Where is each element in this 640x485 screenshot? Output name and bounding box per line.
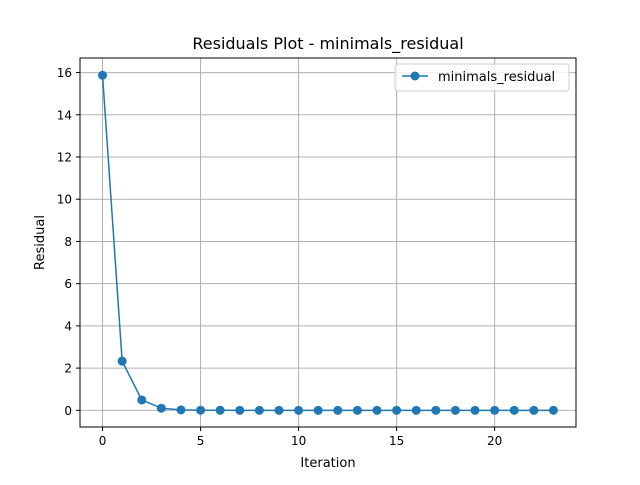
y-tick-label: 16: [57, 66, 72, 80]
data-point: [529, 405, 539, 415]
grid: [80, 58, 576, 427]
y-tick-label: 6: [64, 277, 72, 291]
data-point: [235, 405, 245, 415]
x-tick-label: 15: [389, 434, 404, 448]
x-tick-label: 10: [291, 434, 306, 448]
legend-marker-swatch: [410, 71, 420, 81]
plot-frame: [79, 57, 577, 428]
data-point: [411, 405, 421, 415]
ticks: 0 5 10 15 20 0 2 4 6 8 10 12 14 16: [57, 66, 503, 448]
x-tick-label: 5: [197, 434, 205, 448]
data-point: [509, 405, 519, 415]
y-tick-label: 0: [64, 404, 72, 418]
data-point: [490, 405, 500, 415]
y-tick-label: 12: [57, 151, 72, 165]
data-point: [313, 405, 323, 415]
data-point: [548, 405, 558, 415]
y-tick-label: 4: [64, 319, 72, 333]
legend-box: [394, 63, 570, 92]
data-point: [372, 405, 382, 415]
data-point: [156, 403, 166, 413]
x-tick-label: 20: [487, 434, 502, 448]
data-point: [274, 405, 284, 415]
y-tick-label: 10: [57, 193, 72, 207]
data-point: [254, 405, 264, 415]
data-point: [196, 405, 206, 415]
y-tick-label: 2: [64, 362, 72, 376]
data-point: [470, 405, 480, 415]
data-point: [450, 405, 460, 415]
data-point: [137, 395, 147, 405]
data-point: [352, 405, 362, 415]
series-layer: [98, 70, 558, 415]
data-point: [215, 405, 225, 415]
legend-label: minimals_residual: [438, 70, 555, 85]
data-point: [294, 405, 304, 415]
plot-area: [80, 58, 576, 427]
data-point: [392, 405, 402, 415]
chart-title: Residuals Plot - minimals_residual: [192, 34, 463, 54]
legend: minimals_residual: [394, 63, 570, 92]
data-point: [117, 356, 127, 366]
data-point: [176, 405, 186, 415]
y-tick-label: 8: [64, 235, 72, 249]
data-point: [431, 405, 441, 415]
y-axis-label: Residual: [33, 215, 48, 270]
x-tick-label: 0: [99, 434, 107, 448]
y-tick-label: 14: [57, 108, 72, 122]
data-point: [333, 405, 343, 415]
data-point: [98, 70, 108, 80]
x-axis-label: Iteration: [300, 456, 355, 471]
